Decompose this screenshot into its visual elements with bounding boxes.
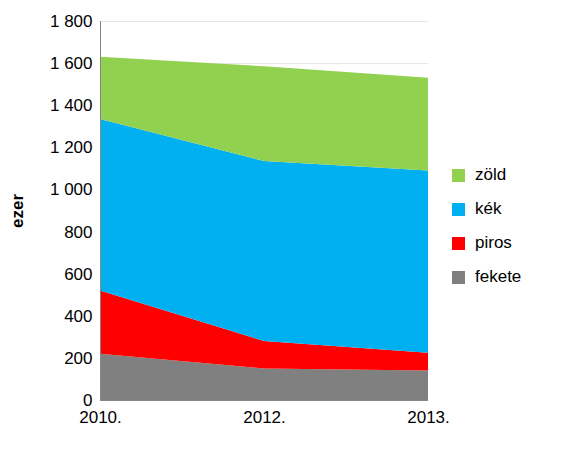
- svg-text:600: 600: [64, 265, 92, 284]
- svg-text:400: 400: [64, 307, 92, 326]
- html-text:kék: kék: [475, 199, 502, 218]
- html-text:zöld: zöld: [475, 165, 507, 184]
- svg-text:0: 0: [83, 390, 93, 410]
- svg-text:800: 800: [64, 222, 92, 241]
- svg-text:200: 200: [64, 349, 92, 368]
- svg-text:2013.: 2013.: [407, 408, 450, 427]
- svg-text:1 400: 1 400: [50, 96, 93, 115]
- svg-text:ezer: ezer: [8, 194, 27, 228]
- svg-text:1 600: 1 600: [50, 54, 93, 73]
- svg-text:1 800: 1 800: [50, 12, 93, 31]
- html-text:piros: piros: [475, 233, 512, 252]
- svg-text:2012.: 2012.: [243, 408, 286, 427]
- svg-text:1 200: 1 200: [50, 138, 93, 157]
- svg-text:2010.: 2010.: [79, 408, 122, 427]
- svg-text:1 000: 1 000: [50, 180, 93, 199]
- html-text:fekete: fekete: [475, 267, 522, 286]
